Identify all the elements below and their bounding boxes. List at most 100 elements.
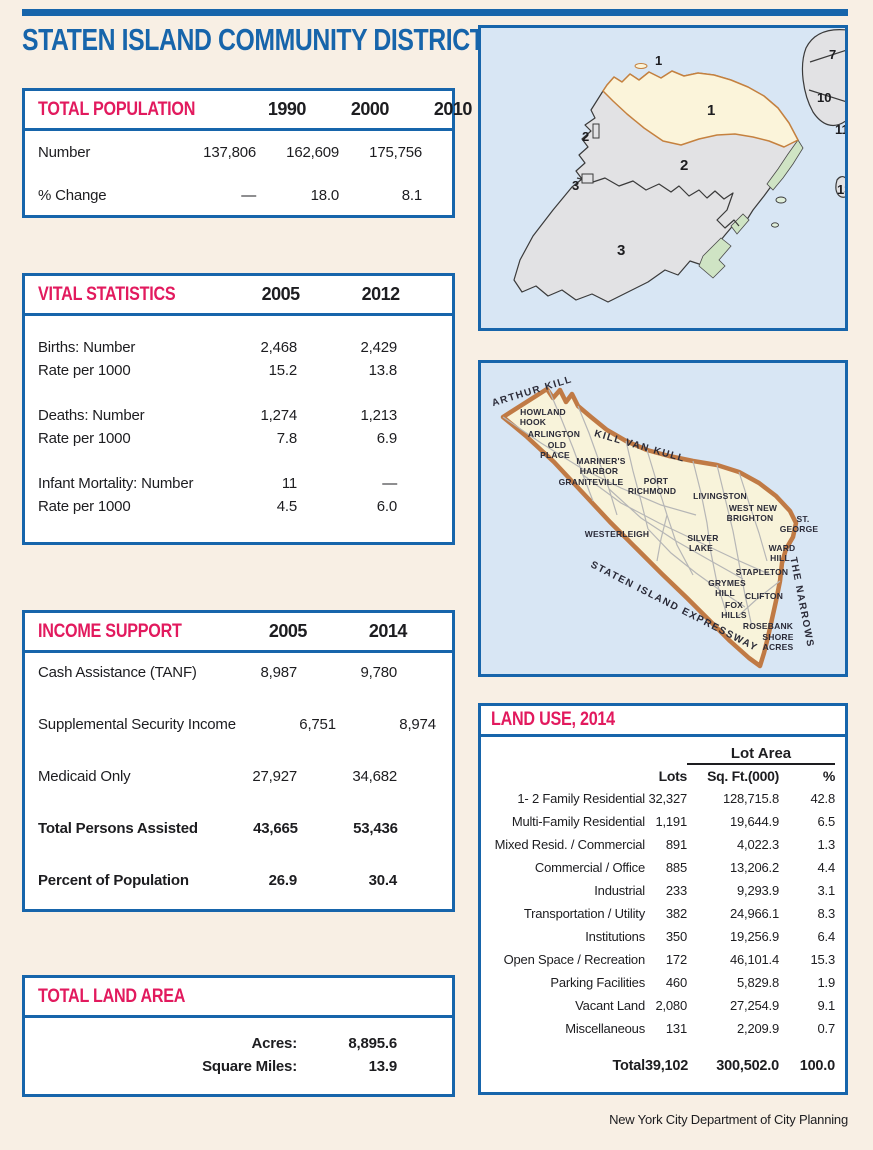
cell-value: 42.8	[810, 791, 835, 806]
land-use-table: LAND USE, 2014 Lot Area Lots Sq. Ft.(000…	[478, 703, 848, 1095]
table-row: Rate per 1000 4.5 6.0	[25, 495, 452, 518]
cell-value: 172	[665, 952, 687, 967]
map-label-district3: 3	[617, 242, 625, 259]
cell-value: 8.3	[817, 906, 836, 921]
cell-value: 26.9	[268, 872, 298, 889]
brooklyn-13-landmass	[835, 176, 845, 198]
row-label: Commercial / Office	[534, 860, 645, 875]
row-label: Rate per 1000	[38, 430, 131, 447]
table-row: Open Space / Recreation 172 46,101.4 15.…	[481, 948, 845, 971]
nb-fox-hills: HILLS	[721, 610, 747, 620]
nb-howland-hook: HOWLAND	[520, 407, 566, 417]
table-row: Multi-Family Residential 1,191 19,644.9 …	[481, 810, 845, 833]
cell-value: 1,274	[260, 407, 297, 424]
cell-value: 32,327	[648, 791, 687, 806]
income-support-header: INCOME SUPPORT 2005 2014	[25, 613, 452, 653]
table-row: Infant Mortality: Number 11 —	[25, 472, 452, 495]
nb-old-place: PLACE	[540, 450, 570, 460]
page-title: STATEN ISLAND COMMUNITY DISTRICT 1	[22, 22, 505, 57]
cell-value: 2,080	[655, 998, 687, 1013]
land-use-total-row: Total 39,102 300,502.0 100.0	[481, 1054, 845, 1077]
cell-value: 8,895.6	[348, 1035, 397, 1052]
table-row: Square Miles: 13.9	[25, 1055, 452, 1078]
borough-map-svg: 1 1 2 2 3 3 7 10 11 13	[481, 28, 845, 328]
cell-value: 27,254.9	[729, 998, 779, 1013]
column-header: 2005	[261, 284, 301, 304]
table-row-total: Percent of Population 26.9 30.4	[25, 869, 452, 892]
cell-value: 460	[665, 975, 687, 990]
table-row: Deaths: Number 1,274 1,213	[25, 404, 452, 427]
map-label-district2: 2	[680, 157, 688, 174]
cell-value: 350	[665, 929, 687, 944]
table-row: Miscellaneous 131 2,209.9 0.7	[481, 1017, 845, 1040]
top-accent-bar	[22, 9, 848, 16]
row-label: Total	[612, 1057, 645, 1074]
cell-value: 13.9	[368, 1058, 398, 1075]
table-row: Cash Assistance (TANF) 8,987 9,780	[25, 661, 452, 684]
cell-value: 18.0	[310, 187, 340, 204]
map-label-island3: 3	[572, 178, 579, 193]
row-label: Parking Facilities	[550, 975, 645, 990]
map-label-bk13: 13	[837, 182, 845, 197]
cell-value: 8,974	[399, 716, 436, 733]
nb-ward-hill: WARD	[769, 543, 796, 553]
table-row: Medicaid Only 27,927 34,682	[25, 765, 452, 788]
table-title: VITAL STATISTICS	[38, 283, 176, 305]
cell-value: 53,436	[353, 820, 398, 837]
nb-mariners-harbor: MARINER'S	[576, 456, 625, 466]
column-header: Lots	[658, 768, 688, 784]
table-row: 1- 2 Family Residential 32,327 128,715.8…	[481, 787, 845, 810]
vital-statistics-header: VITAL STATISTICS 2005 2012	[25, 276, 452, 316]
west-island-2	[592, 123, 600, 139]
table-row: % Change — 18.0 8.1	[25, 184, 452, 207]
row-label: Industrial	[594, 883, 645, 898]
nb-livingston: LIVINGSTON	[693, 491, 747, 501]
cell-value: 100.0	[799, 1057, 835, 1074]
cell-value: 1,191	[655, 814, 687, 829]
nb-clifton: CLIFTON	[745, 591, 783, 601]
brooklyn-boundary-10-11	[808, 89, 845, 102]
cell-value: 27,927	[252, 768, 297, 785]
road-network	[502, 389, 781, 628]
nb-fox-hills: FOX	[725, 600, 743, 610]
total-population-table: TOTAL POPULATION 1990 2000 2010 Number 1…	[22, 88, 472, 218]
park-strip-east	[766, 139, 804, 191]
map-label-island2: 2	[582, 129, 589, 144]
nb-stapleton: STAPLETON	[736, 567, 789, 577]
table-row: Transportation / Utility 382 24,966.1 8.…	[481, 902, 845, 925]
row-label: Infant Mortality: Number	[38, 475, 194, 492]
row-label: % Change	[38, 187, 107, 204]
row-label: Rate per 1000	[38, 362, 131, 379]
cell-value: 300,502.0	[716, 1057, 779, 1074]
cell-value: 39,102	[645, 1057, 689, 1074]
row-label: Deaths: Number	[38, 407, 145, 424]
cell-value: 0.7	[817, 1021, 836, 1036]
table-row: Vacant Land 2,080 27,254.9 9.1	[481, 994, 845, 1017]
cell-value: 1.3	[817, 837, 836, 852]
shooters-island	[634, 63, 648, 69]
cell-value: 131	[665, 1021, 687, 1036]
map-label-bk11: 11	[835, 122, 845, 137]
cell-value: 233	[665, 883, 687, 898]
table-title: TOTAL LAND AREA	[38, 985, 186, 1007]
cell-value: 6.0	[376, 498, 397, 515]
cell-value: 5,829.8	[737, 975, 779, 990]
cell-value: 885	[665, 860, 687, 875]
cell-value: 4,022.3	[737, 837, 779, 852]
cell-value: 34,682	[352, 768, 397, 785]
land-use-column-headers: Lots Sq. Ft.(000) %	[481, 765, 845, 787]
row-label: 1- 2 Family Residential	[517, 791, 645, 806]
row-label: Total Persons Assisted	[38, 820, 198, 837]
total-land-area-table: TOTAL LAND AREA Acres: 8,895.6 Square Mi…	[22, 975, 455, 1097]
nb-silver-lake: LAKE	[689, 543, 713, 553]
nb-shore-acres: ACRES	[763, 642, 794, 652]
deaths-group: Deaths: Number 1,274 1,213 Rate per 1000…	[25, 404, 452, 450]
nb-old-place: OLD	[548, 440, 567, 450]
total-population-header: TOTAL POPULATION 1990 2000 2010	[25, 91, 472, 131]
cell-value: 6.5	[817, 814, 836, 829]
table-title: LAND USE, 2014	[491, 709, 615, 730]
column-header: 2012	[361, 284, 401, 304]
cell-value: 9.1	[817, 998, 836, 1013]
map-label-bk7: 7	[829, 47, 836, 62]
brooklyn-boundary-7-10	[809, 50, 845, 63]
